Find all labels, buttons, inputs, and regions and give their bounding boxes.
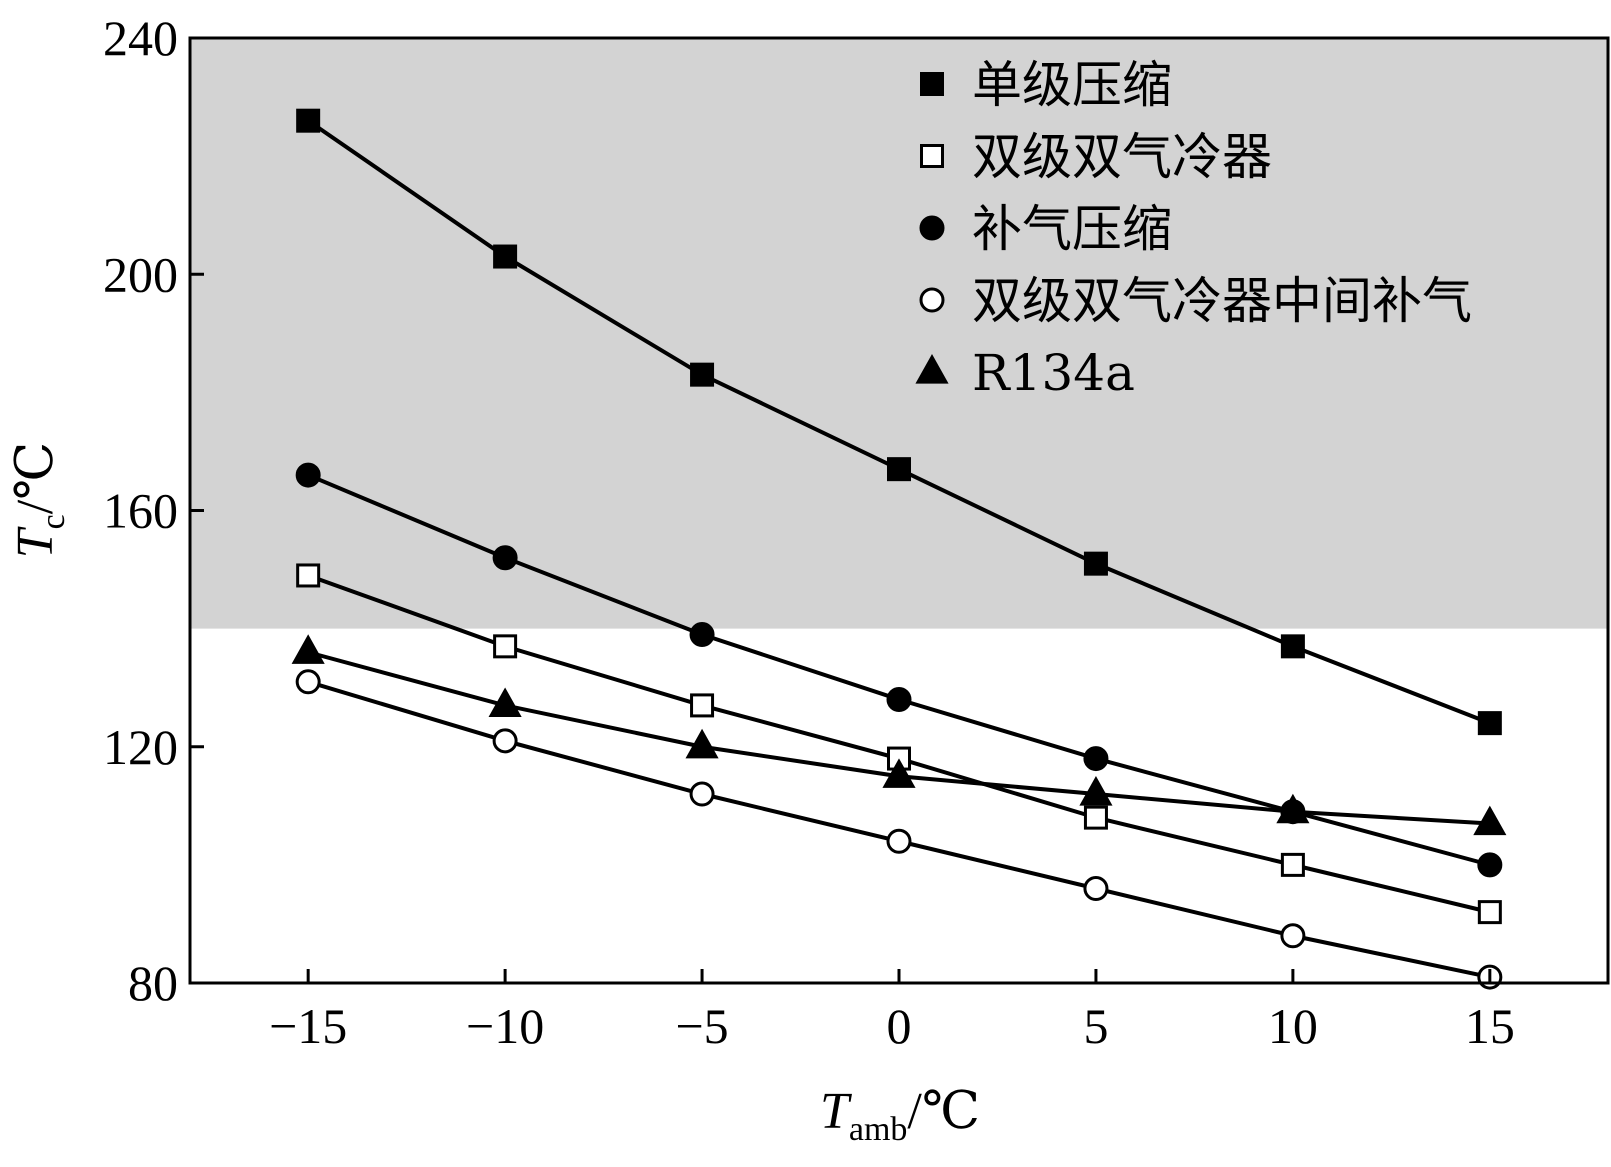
legend-entry: 双级双气冷器中间补气 bbox=[919, 272, 1472, 330]
data-point bbox=[887, 457, 911, 482]
data-point bbox=[690, 362, 715, 387]
data-point bbox=[1280, 923, 1306, 949]
x-tick-label: −15 bbox=[269, 998, 347, 1054]
x-axis-title: Tamb/℃ bbox=[820, 1083, 980, 1148]
y-tick-label: 120 bbox=[103, 719, 178, 775]
data-point bbox=[1477, 900, 1502, 925]
series-layer bbox=[291, 108, 1507, 990]
legend-label: 双级双气冷器 bbox=[972, 128, 1272, 186]
data-point bbox=[1280, 634, 1305, 659]
data-point bbox=[689, 781, 715, 807]
data-point bbox=[492, 728, 518, 754]
x-tick-label: 0 bbox=[887, 998, 912, 1054]
data-point bbox=[295, 669, 321, 695]
legend-label: 补气压缩 bbox=[972, 200, 1172, 258]
data-point bbox=[690, 693, 715, 718]
data-point bbox=[296, 108, 321, 133]
x-tick-label: 15 bbox=[1465, 998, 1515, 1054]
legend-marker bbox=[919, 215, 945, 241]
data-point bbox=[1276, 793, 1310, 824]
data-point bbox=[1083, 746, 1109, 772]
data-point bbox=[492, 545, 518, 571]
legend-label: 单级压缩 bbox=[972, 56, 1172, 114]
x-tick-label: −5 bbox=[675, 998, 728, 1054]
series-5 bbox=[291, 634, 1507, 836]
data-point bbox=[296, 563, 321, 588]
x-tick-label: 5 bbox=[1083, 998, 1108, 1054]
data-point bbox=[1083, 551, 1108, 576]
y-tick-label: 200 bbox=[103, 246, 178, 302]
legend-marker bbox=[915, 354, 949, 384]
y-tick-label: 240 bbox=[103, 10, 178, 66]
legend-label: R134a bbox=[972, 344, 1135, 402]
data-point bbox=[685, 728, 719, 759]
y-tick-label: 80 bbox=[128, 955, 178, 1011]
legend-entry: 补气压缩 bbox=[919, 200, 1172, 258]
legend-entry: R134a bbox=[915, 344, 1135, 402]
data-point bbox=[1477, 711, 1502, 736]
data-point bbox=[1079, 776, 1113, 806]
y-axis-title: Tc/℃ bbox=[7, 442, 72, 559]
legend-entry: 双级双气冷器 bbox=[920, 128, 1272, 186]
data-point bbox=[886, 828, 912, 854]
legend-marker bbox=[919, 287, 945, 313]
data-point bbox=[886, 687, 912, 712]
legend-marker bbox=[920, 72, 944, 96]
data-point bbox=[493, 634, 518, 659]
data-point bbox=[882, 758, 916, 788]
data-point bbox=[1477, 852, 1503, 878]
data-point bbox=[295, 462, 321, 488]
series-line bbox=[307, 650, 1490, 826]
shaded-region bbox=[190, 38, 1608, 629]
data-point bbox=[1473, 805, 1507, 836]
data-point bbox=[493, 244, 518, 269]
legend-marker bbox=[920, 144, 944, 168]
data-point bbox=[1280, 852, 1305, 877]
ticks-layer: −15 −10 −5 0 5 10 15 80 120 160 200 240 bbox=[103, 10, 1515, 1054]
y-tick-label: 160 bbox=[103, 483, 178, 539]
series-4 bbox=[295, 669, 1503, 990]
legend-entry: 单级压缩 bbox=[920, 56, 1172, 114]
data-point bbox=[1083, 805, 1108, 830]
data-point bbox=[488, 687, 522, 717]
data-point bbox=[1083, 876, 1109, 901]
legend-label: 双级双气冷器中间补气 bbox=[972, 272, 1472, 330]
x-tick-label: 10 bbox=[1268, 998, 1318, 1054]
data-point bbox=[689, 622, 715, 648]
x-tick-label: −10 bbox=[466, 998, 544, 1054]
data-point bbox=[291, 634, 325, 664]
series-1 bbox=[296, 108, 1502, 736]
